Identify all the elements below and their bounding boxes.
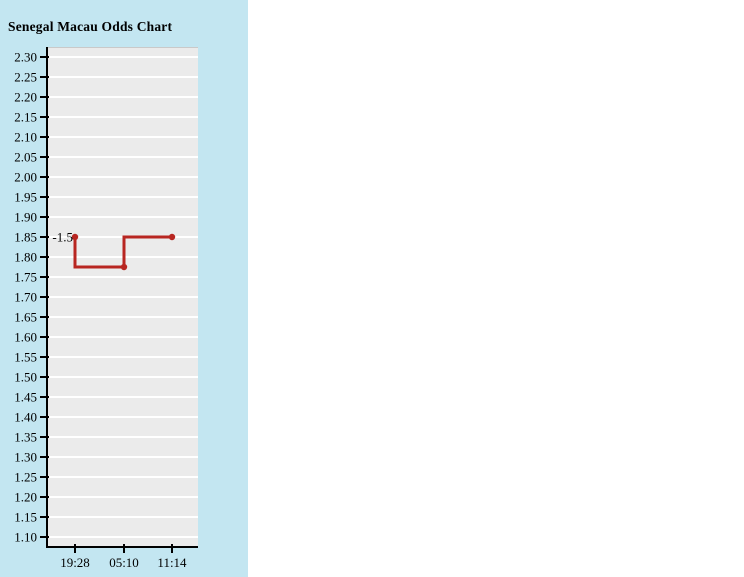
y-tick-label: 1.10 xyxy=(14,530,37,545)
y-tick-label: 1.80 xyxy=(14,250,37,265)
y-tick-label: 1.70 xyxy=(14,290,37,305)
y-tick-label: 1.15 xyxy=(14,510,37,525)
y-tick-label: 1.30 xyxy=(14,450,37,465)
handicap-annotation: -1.5 xyxy=(52,230,73,245)
y-tick-label: 1.40 xyxy=(14,410,37,425)
y-tick-label: 2.30 xyxy=(14,50,37,65)
y-tick-label: 1.35 xyxy=(14,430,37,445)
y-tick-label: 1.90 xyxy=(14,210,37,225)
y-tick-label: 1.95 xyxy=(14,190,37,205)
y-tick-label: 2.10 xyxy=(14,130,37,145)
y-tick-label: 1.20 xyxy=(14,490,37,505)
odds-point xyxy=(71,233,79,241)
y-tick-label: 2.05 xyxy=(14,150,37,165)
y-tick-label: 1.45 xyxy=(14,390,37,405)
y-tick-label: 1.75 xyxy=(14,270,37,285)
y-tick-label: 2.00 xyxy=(14,170,37,185)
chart-title: Senegal Macau Odds Chart xyxy=(8,19,173,34)
y-tick-label: 2.25 xyxy=(14,70,37,85)
y-tick-label: 2.15 xyxy=(14,110,37,125)
odds-chart-panel: Senegal Macau Odds Chart 2.30 2.25 2.20 2.1… xyxy=(0,0,248,577)
y-tick-label: 1.25 xyxy=(14,470,37,485)
y-tick-label: 1.50 xyxy=(14,370,37,385)
y-tick-label: 2.20 xyxy=(14,90,37,105)
y-tick-label: 1.55 xyxy=(14,350,37,365)
odds-step-chart: 2.30 2.25 2.20 2.15 2.10 2.05 2.00 1.95 1.90 1.85… xyxy=(14,47,198,570)
odds-point xyxy=(120,263,128,271)
y-tick-label: 1.85 xyxy=(14,230,37,245)
odds-point xyxy=(168,233,176,241)
x-tick-label: 11:14 xyxy=(157,555,187,570)
y-tick-label: 1.60 xyxy=(14,330,37,345)
y-tick-label: 1.65 xyxy=(14,310,37,325)
x-tick-label: 19:28 xyxy=(60,555,90,570)
x-tick-label: 05:10 xyxy=(109,555,139,570)
